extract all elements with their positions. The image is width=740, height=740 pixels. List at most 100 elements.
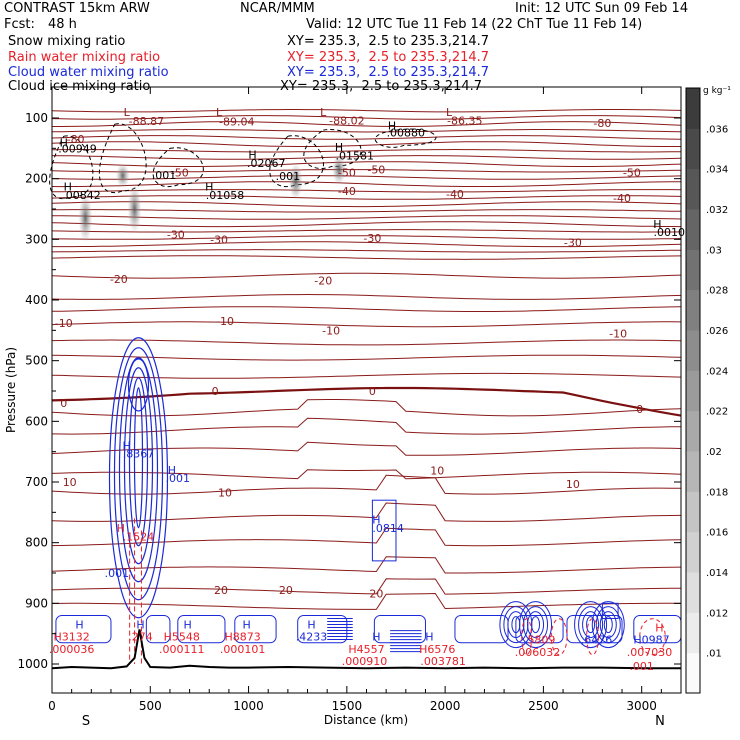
extremum-label: -86.35 xyxy=(447,114,482,127)
extremum-label: H xyxy=(425,631,433,644)
extremum-label: .001 xyxy=(276,170,301,183)
rain-water-contour xyxy=(550,618,568,656)
isotherm-line xyxy=(51,556,682,574)
extremum-label: H3132 xyxy=(54,631,90,644)
extremum-label: .4233 xyxy=(296,631,328,644)
isotherm-label: 10 xyxy=(566,478,580,491)
extremum-label: H4557 xyxy=(348,643,384,656)
extremum-label: .01581 xyxy=(335,150,374,163)
extremum-label: .00842 xyxy=(62,189,101,202)
x-tick-label: 1000 xyxy=(233,699,264,713)
isotherm-line xyxy=(51,354,682,361)
snow-maximum xyxy=(127,184,142,234)
colorbar-segment xyxy=(686,370,700,412)
colorbar-tick-label: .032 xyxy=(706,205,728,216)
cloud-ice-field-xy: XY= 235.3, 2.5 to 235.3,214.7 xyxy=(280,79,483,94)
colorbar-segment xyxy=(686,491,700,533)
extremum-label: H xyxy=(307,619,315,632)
isotherm-line xyxy=(51,161,682,167)
isotherm-label: -50 xyxy=(623,167,641,180)
snow-contour-line xyxy=(303,129,362,169)
y-tick-label: 900 xyxy=(25,596,48,610)
isotherm-line xyxy=(52,592,682,610)
isotherm-label: -10 xyxy=(609,327,627,340)
colorbar-tick-label: .026 xyxy=(706,326,728,337)
cloud-water-field-name: Cloud water mixing ratio xyxy=(8,65,169,80)
isotherm-label: -10 xyxy=(216,315,234,328)
cloud-water-contour xyxy=(603,616,613,634)
isotherm-label: 10 xyxy=(63,476,77,489)
y-tick-label: 500 xyxy=(25,354,48,368)
extremum-label: H xyxy=(183,619,191,632)
isotherm-line xyxy=(51,135,682,140)
extremum-label: .00880 xyxy=(387,127,426,140)
extremum-label: .0010 xyxy=(653,226,685,239)
extremum-label: H xyxy=(653,218,661,231)
cloud-water-contour xyxy=(297,614,348,644)
extremum-label: .001 xyxy=(105,567,130,580)
colorbar-segment xyxy=(686,330,700,371)
snow-maximum xyxy=(331,154,346,185)
extremum-label: H xyxy=(60,136,68,149)
isotherm-label: 10 xyxy=(218,486,232,499)
extremum-label: H5548 xyxy=(164,631,200,644)
extremum-label: H xyxy=(136,619,144,632)
cloud-water-contours xyxy=(55,337,682,653)
isotherm-line xyxy=(51,181,682,188)
isotherm-line xyxy=(51,141,681,147)
rain-water-contour xyxy=(639,618,666,656)
cloud-water-contour xyxy=(123,367,154,565)
extremum-label: H8873 xyxy=(225,631,261,644)
extremum-label: L xyxy=(216,106,223,119)
extremum-label: .007030 xyxy=(627,646,673,659)
cloud-water-contour xyxy=(582,611,600,639)
rain-water-contour xyxy=(521,618,533,656)
isotherm-label: 0 xyxy=(212,385,219,398)
isotherm-label: -10 xyxy=(55,317,73,330)
forecast-label: Fcst: xyxy=(4,17,35,32)
snow-contour-line xyxy=(49,135,94,200)
isotherm-label: -80 xyxy=(67,133,85,146)
extremum-label: .01058 xyxy=(206,189,245,202)
extremum-label: -88.02 xyxy=(329,114,364,127)
colorbar-segment xyxy=(686,249,700,291)
extremum-label: .274 xyxy=(128,631,153,644)
extremum-label: H xyxy=(372,514,380,527)
cloud-water-contour xyxy=(601,602,619,619)
isotherm-line xyxy=(51,249,682,253)
colorbar-tick-label: .03 xyxy=(706,245,722,256)
isotherm-label: 20 xyxy=(214,584,228,597)
cloud-water-contour xyxy=(515,614,564,644)
y-axis-title: Pressure (hPa) xyxy=(4,347,18,433)
extremum-label: L xyxy=(446,106,453,119)
colorbar-tick-label: .028 xyxy=(706,286,728,297)
isotherm-line xyxy=(52,241,682,248)
colorbar: .01 .012 .014 .016 .018 .02 .022 .024 .026 .028 .0… xyxy=(685,86,731,694)
isotherm-label: -30 xyxy=(210,233,228,246)
isotherm-label: -50 xyxy=(338,167,356,180)
y-tick-label: 1000 xyxy=(17,657,48,671)
colorbar-segment xyxy=(686,209,700,250)
isotherm-line xyxy=(51,272,682,279)
cloud-ice-field-name: Cloud ice mixing ratio xyxy=(8,79,151,94)
direction-label-north: N xyxy=(655,714,665,729)
isotherm-line xyxy=(51,215,682,220)
direction-label-south: S xyxy=(82,714,90,729)
cloud-water-contour xyxy=(128,377,149,547)
extremum-label: .02067 xyxy=(247,157,286,170)
x-tick-label: 3000 xyxy=(626,699,657,713)
colorbar-segment xyxy=(686,168,700,210)
extremum-label: H xyxy=(168,464,176,477)
y-tick-label: 800 xyxy=(25,536,48,550)
isotherm-line xyxy=(51,129,682,133)
isotherm-label: -80 xyxy=(593,117,611,130)
x-tick-label: 2500 xyxy=(528,699,559,713)
isotherm-line xyxy=(51,235,682,240)
snow-contour-line xyxy=(269,135,324,188)
y-tick-label: 700 xyxy=(25,475,48,489)
isotherm-label: 0 xyxy=(369,385,376,398)
snow-field-xy: XY= 235.3, 2.5 to 235.3,214.7 xyxy=(287,34,490,49)
isotherm-line xyxy=(51,195,682,200)
snow-field-name: Snow mixing ratio xyxy=(8,34,126,49)
cloud-water-contour xyxy=(234,614,277,644)
